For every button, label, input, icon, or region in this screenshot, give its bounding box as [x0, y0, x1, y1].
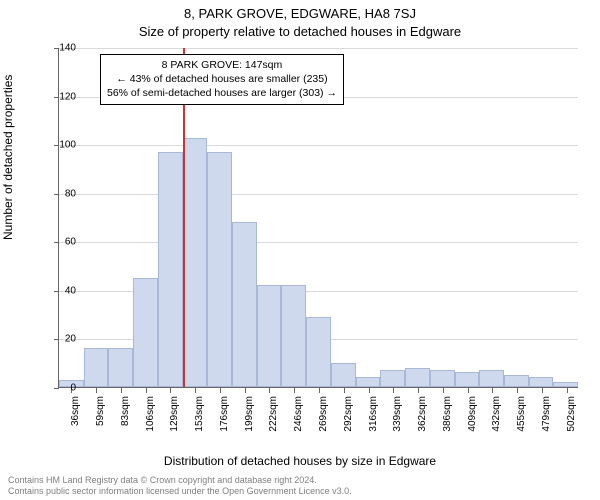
annotation-line3: 56% of semi-detached houses are larger (…: [107, 86, 337, 100]
bar: [133, 278, 158, 387]
bar: [183, 138, 208, 387]
ytick-label: 40: [46, 285, 76, 296]
x-axis-label: Distribution of detached houses by size …: [0, 454, 600, 468]
bar: [281, 285, 306, 387]
xtick-label: 59sqm: [95, 396, 106, 436]
xtick-label: 432sqm: [491, 396, 502, 436]
xtick-label: 292sqm: [343, 396, 354, 436]
xtick-mark: [195, 388, 196, 393]
xtick-label: 362sqm: [417, 396, 428, 436]
bar: [479, 370, 504, 387]
xtick-label: 176sqm: [219, 396, 230, 436]
xtick-label: 36sqm: [70, 396, 81, 436]
xtick-label: 106sqm: [145, 396, 156, 436]
bar: [257, 285, 282, 387]
footer-line1: Contains HM Land Registry data © Crown c…: [8, 475, 592, 487]
y-axis-label: Number of detached properties: [1, 75, 15, 240]
xtick-mark: [492, 388, 493, 393]
title-line2: Size of property relative to detached ho…: [0, 24, 600, 39]
annotation-box: 8 PARK GROVE: 147sqm ← 43% of detached h…: [100, 54, 344, 105]
xtick-label: 199sqm: [244, 396, 255, 436]
xtick-mark: [567, 388, 568, 393]
xtick-mark: [542, 388, 543, 393]
xtick-label: 246sqm: [293, 396, 304, 436]
bar: [306, 317, 331, 387]
bar: [232, 222, 257, 387]
xtick-mark: [170, 388, 171, 393]
xtick-label: 502sqm: [566, 396, 577, 436]
xtick-mark: [146, 388, 147, 393]
ytick-label: 20: [46, 334, 76, 345]
ytick-label: 120: [46, 91, 76, 102]
xtick-mark: [269, 388, 270, 393]
xtick-label: 269sqm: [318, 396, 329, 436]
xtick-label: 339sqm: [392, 396, 403, 436]
xtick-mark: [121, 388, 122, 393]
xtick-mark: [418, 388, 419, 393]
bar: [430, 370, 455, 387]
xtick-mark: [443, 388, 444, 393]
annotation-line2: ← 43% of detached houses are smaller (23…: [107, 72, 337, 86]
ytick-label: 100: [46, 140, 76, 151]
footer-attribution: Contains HM Land Registry data © Crown c…: [8, 475, 592, 498]
xtick-mark: [294, 388, 295, 393]
ytick-label: 80: [46, 188, 76, 199]
bar: [207, 152, 232, 387]
xtick-mark: [517, 388, 518, 393]
xtick-mark: [393, 388, 394, 393]
bar: [331, 363, 356, 387]
xtick-label: 479sqm: [541, 396, 552, 436]
ytick-label: 140: [46, 43, 76, 54]
bar: [158, 152, 183, 387]
xtick-mark: [468, 388, 469, 393]
bar: [504, 375, 529, 387]
xtick-label: 83sqm: [120, 396, 131, 436]
xtick-label: 316sqm: [368, 396, 379, 436]
xtick-label: 129sqm: [169, 396, 180, 436]
xtick-label: 153sqm: [194, 396, 205, 436]
xtick-mark: [220, 388, 221, 393]
bar: [356, 377, 381, 387]
bar: [405, 368, 430, 387]
xtick-mark: [319, 388, 320, 393]
xtick-mark: [96, 388, 97, 393]
xtick-label: 386sqm: [442, 396, 453, 436]
bar: [529, 377, 554, 387]
xtick-mark: [344, 388, 345, 393]
xtick-mark: [245, 388, 246, 393]
annotation-line1: 8 PARK GROVE: 147sqm: [107, 58, 337, 72]
bar: [108, 348, 133, 387]
bar: [553, 382, 578, 387]
title-line1: 8, PARK GROVE, EDGWARE, HA8 7SJ: [0, 6, 600, 21]
bar: [84, 348, 109, 387]
ytick-label: 60: [46, 237, 76, 248]
bar: [455, 372, 480, 387]
bar: [380, 370, 405, 387]
xtick-mark: [369, 388, 370, 393]
footer-line2: Contains public sector information licen…: [8, 486, 592, 498]
xtick-label: 409sqm: [467, 396, 478, 436]
xtick-label: 222sqm: [268, 396, 279, 436]
ytick-label: 0: [46, 383, 76, 394]
xtick-label: 455sqm: [516, 396, 527, 436]
